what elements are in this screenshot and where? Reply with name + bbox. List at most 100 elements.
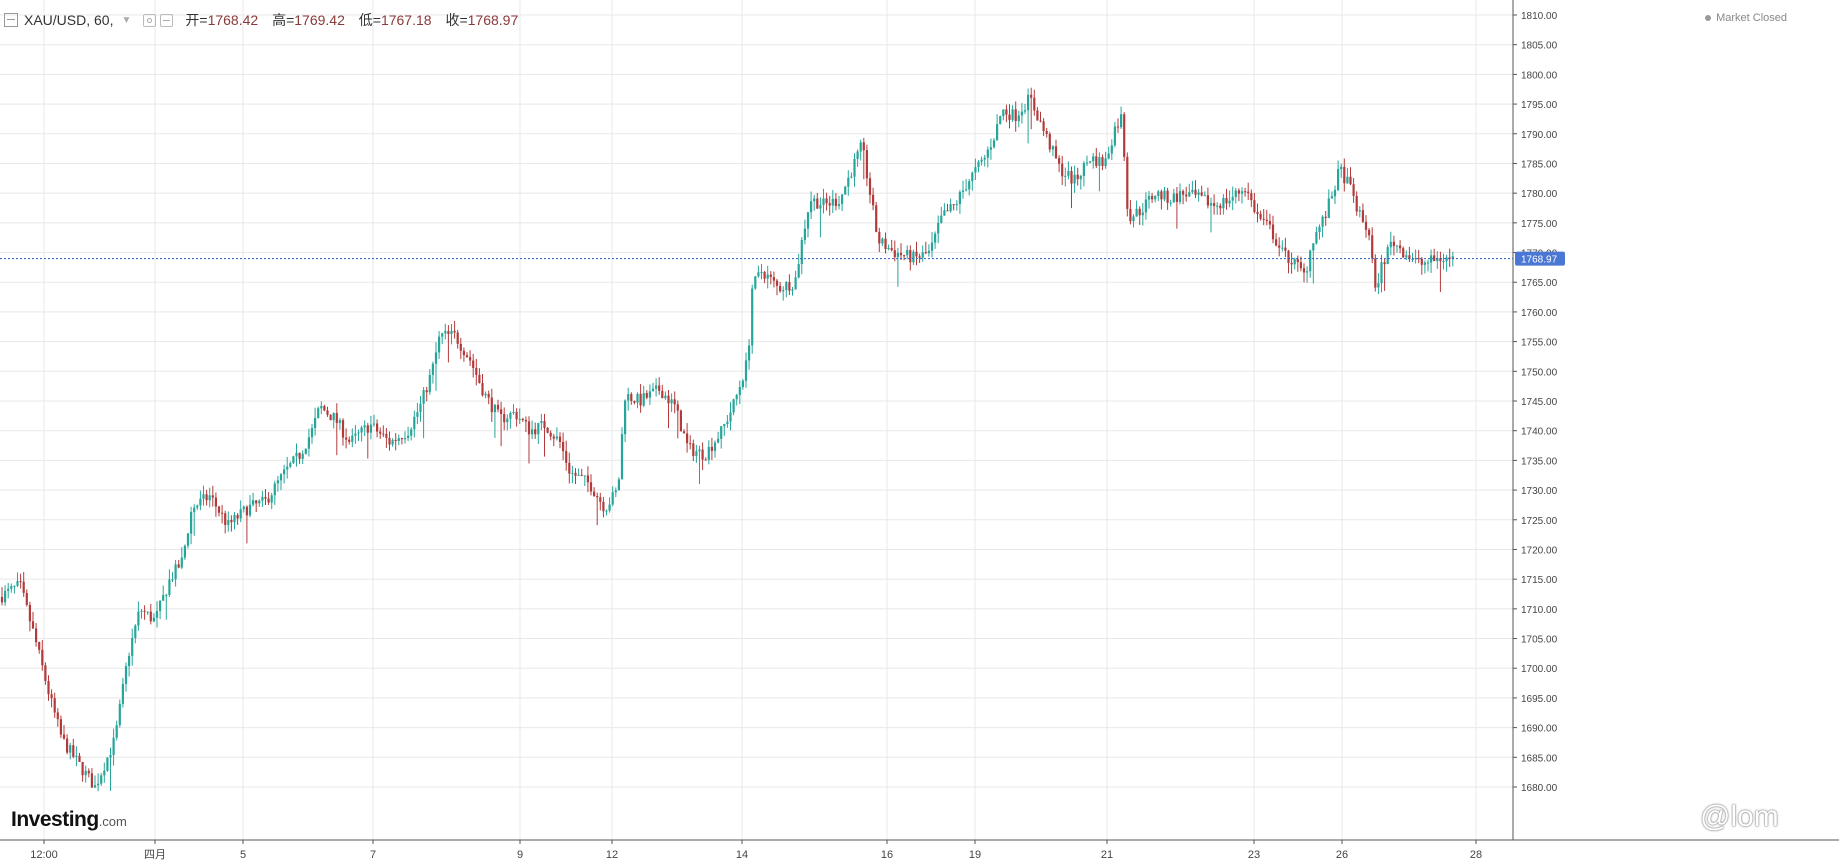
candle-body	[490, 397, 493, 413]
candle-body	[1433, 255, 1436, 262]
candle-body	[1107, 153, 1110, 159]
y-tick-label: 1785.00	[1521, 159, 1558, 170]
candle-body	[245, 506, 248, 516]
candle-body	[1061, 163, 1064, 177]
candle-body	[357, 432, 360, 434]
candle-body	[1278, 245, 1281, 248]
candle-body	[1414, 258, 1417, 260]
candle-body	[193, 507, 196, 512]
candle-body	[965, 189, 968, 191]
candle-body	[968, 181, 971, 190]
candle-body	[1151, 196, 1154, 200]
candle-body	[1011, 109, 1014, 120]
candle-body	[183, 545, 186, 558]
candle-body	[292, 456, 295, 464]
candle-body	[168, 579, 171, 595]
candle-body	[143, 610, 146, 612]
candles	[0, 87, 1454, 792]
candle-body	[1017, 115, 1020, 122]
candle-body	[949, 204, 952, 212]
candle-body	[289, 463, 292, 467]
candle-body	[376, 423, 379, 432]
candle-body	[927, 250, 930, 254]
candle-body	[1222, 197, 1225, 209]
candle-body	[1002, 109, 1005, 117]
candle-body	[252, 500, 255, 505]
candle-body	[837, 203, 841, 206]
candle-body	[524, 420, 527, 422]
candle-body	[1219, 205, 1222, 209]
candle-body	[1085, 162, 1089, 164]
candle-body	[868, 178, 872, 195]
candle-body	[918, 256, 921, 258]
settings-icon[interactable]	[143, 13, 157, 27]
candle-body	[586, 475, 589, 483]
candle-body	[106, 757, 109, 771]
candle-body	[763, 271, 766, 279]
candle-body	[221, 512, 224, 514]
candle-body	[155, 610, 159, 618]
candle-body	[630, 393, 633, 401]
candle-body	[1330, 196, 1333, 199]
candle-body	[624, 400, 627, 435]
candle-body	[1361, 210, 1364, 222]
hide-icon[interactable]	[160, 13, 174, 27]
candle-body	[834, 198, 837, 206]
candle-body	[1281, 247, 1284, 249]
candle-body	[224, 513, 227, 525]
candle-body	[1309, 250, 1312, 272]
candle-body	[261, 496, 264, 501]
candle-body	[1020, 111, 1023, 116]
candle-body	[1008, 114, 1011, 120]
candle-body	[469, 357, 472, 361]
current-price-tag: 1768.97	[1515, 251, 1565, 266]
y-tick-label: 1695.00	[1521, 694, 1558, 705]
chevron-down-icon[interactable]: ▼	[121, 14, 132, 26]
candle-body	[286, 466, 289, 470]
candle-body	[593, 491, 596, 497]
candle-body	[1157, 191, 1160, 196]
candle-body	[577, 474, 580, 476]
candle-body	[332, 412, 335, 421]
candle-body	[202, 494, 205, 499]
candle-body	[518, 418, 521, 420]
candle-body	[7, 588, 10, 591]
candle-body	[1275, 239, 1278, 246]
candle-body	[227, 520, 230, 525]
candle-body	[589, 482, 593, 492]
candle-body	[986, 149, 989, 158]
candle-body	[1355, 195, 1358, 212]
candle-body	[1253, 200, 1256, 212]
candle-body	[906, 250, 909, 256]
candle-body	[813, 198, 816, 202]
candle-body	[552, 436, 555, 439]
candle-body	[1216, 205, 1219, 207]
candle-body	[307, 437, 310, 449]
candle-body	[1436, 258, 1439, 262]
candle-body	[1206, 195, 1209, 206]
candle-body	[1070, 170, 1073, 184]
candle-body	[59, 719, 62, 735]
candle-body	[1315, 232, 1318, 244]
candle-body	[1383, 262, 1386, 265]
symbol-label[interactable]: XAU/USD, 60,	[24, 12, 114, 28]
candle-body	[81, 761, 84, 776]
candle-body	[1426, 262, 1430, 264]
collapse-icon[interactable]	[4, 13, 18, 27]
candle-body	[248, 504, 252, 516]
candle-body	[726, 421, 729, 425]
y-tick-label: 1780.00	[1521, 189, 1558, 200]
market-status-label: Market Closed	[1716, 12, 1787, 24]
candle-body	[1395, 245, 1399, 247]
x-tick-label: 5	[240, 849, 246, 861]
x-tick-label: 12	[606, 849, 618, 861]
candle-body	[62, 734, 66, 739]
candle-body	[28, 604, 31, 622]
candle-body	[1067, 170, 1070, 176]
candle-body	[859, 142, 862, 152]
candle-body	[351, 435, 354, 442]
candle-body	[1126, 156, 1129, 209]
candle-body	[1324, 216, 1327, 218]
candle-body	[1098, 157, 1101, 166]
